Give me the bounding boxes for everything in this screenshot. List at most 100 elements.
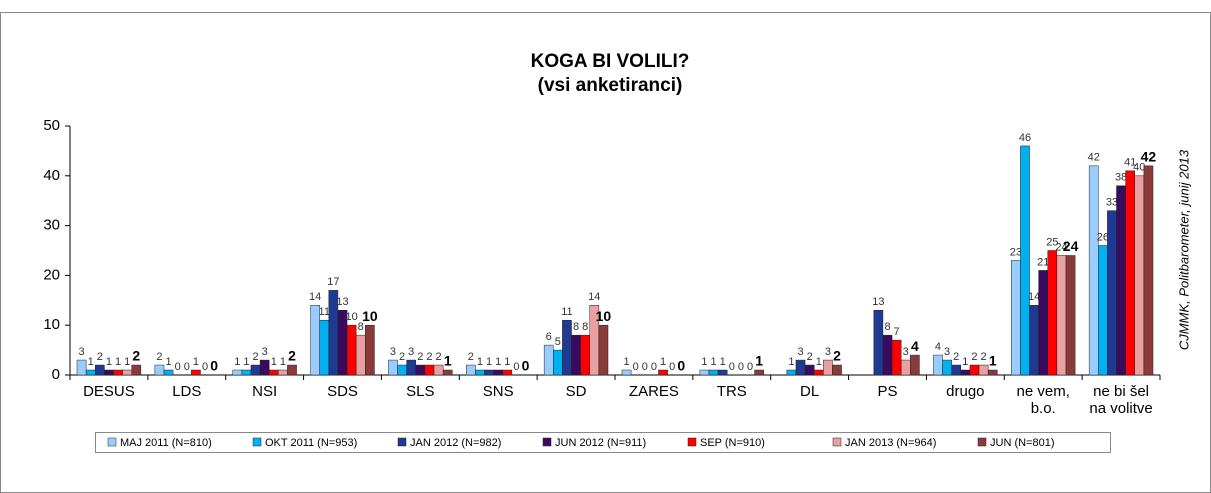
value-label: 23: [1010, 246, 1022, 258]
value-label: 0: [184, 361, 190, 373]
bar: [1125, 170, 1136, 376]
bar: [1098, 245, 1108, 376]
value-label: 21: [1037, 256, 1049, 268]
value-label: 8: [573, 321, 579, 333]
bar: [268, 369, 279, 376]
value-label: 40: [1133, 162, 1145, 174]
value-label: 3: [408, 346, 414, 358]
value-label: 1: [106, 356, 112, 368]
y-tick-label: 30: [43, 217, 60, 234]
bar: [415, 364, 426, 376]
x-tick-label: drugo: [946, 383, 984, 400]
legend-label: MAJ 2011 (N=810): [120, 437, 212, 449]
value-label: 38: [1115, 172, 1127, 184]
bar: [1088, 165, 1099, 376]
value-label: 13: [336, 296, 348, 308]
bar: [278, 369, 288, 376]
value-label: 1: [660, 356, 666, 368]
bar: [259, 359, 270, 376]
bar: [346, 324, 357, 376]
bar: [388, 359, 398, 376]
value-label: 1: [280, 356, 286, 368]
value-label: 2: [426, 351, 432, 363]
value-label: 2: [399, 351, 405, 363]
x-tick-label: DL: [800, 383, 819, 400]
value-label: 0: [747, 361, 753, 373]
x-tick-label: SNS: [483, 383, 514, 400]
bar: [621, 369, 632, 376]
bar: [978, 364, 989, 376]
bar: [104, 369, 114, 376]
value-label: 1: [271, 356, 277, 368]
bar: [355, 334, 366, 376]
legend-swatch: [397, 437, 407, 447]
x-tick-label: SLS: [406, 383, 434, 400]
y-tick-label: 10: [43, 316, 60, 333]
value-label: 14: [588, 291, 600, 303]
chart-subtitle: (vsi anketiranci): [538, 75, 683, 96]
legend-label: JAN 2013 (N=964): [845, 437, 936, 449]
bar: [1107, 210, 1117, 376]
bar: [365, 324, 375, 376]
value-label: 1: [788, 356, 794, 368]
value-label: 6: [546, 331, 552, 343]
bar: [882, 334, 893, 376]
value-label: 7: [894, 326, 900, 338]
value-label: 1: [444, 353, 452, 369]
value-label: 2: [981, 351, 987, 363]
legend-swatch: [542, 437, 552, 447]
value-label: 10: [362, 308, 378, 324]
bar: [163, 369, 174, 376]
value-label: 42: [1088, 152, 1100, 164]
value-label: 26: [1097, 231, 1109, 243]
value-label: 0: [633, 361, 639, 373]
bar: [717, 369, 728, 376]
x-tick-label: NSI: [252, 383, 277, 400]
bar: [241, 369, 252, 376]
x-tick-label: ne vem, b.o.: [1017, 383, 1070, 417]
value-label: 0: [651, 361, 657, 373]
bar: [493, 369, 504, 376]
bar: [287, 364, 297, 376]
bar: [873, 310, 884, 376]
value-label: 0: [202, 361, 208, 373]
value-label: 3: [825, 346, 831, 358]
value-label: 10: [596, 308, 612, 324]
x-tick-label: ne bi šel na volitve: [1089, 383, 1152, 417]
value-label: 1: [243, 356, 249, 368]
value-label: 0: [642, 361, 648, 373]
bar: [1134, 175, 1145, 376]
bar: [832, 364, 842, 376]
value-label: 2: [252, 351, 258, 363]
value-label: 33: [1106, 197, 1118, 209]
bar: [1011, 260, 1021, 376]
value-label: 2: [833, 348, 841, 364]
value-label: 1: [486, 356, 492, 368]
value-label: 14: [309, 291, 321, 303]
value-label: 24: [1055, 241, 1067, 253]
legend-swatch: [687, 437, 697, 447]
value-label: 8: [884, 321, 890, 333]
value-label: 0: [210, 358, 218, 374]
bar: [795, 359, 806, 376]
bar: [250, 364, 261, 376]
y-tick-label: 40: [43, 167, 60, 184]
bar: [813, 369, 824, 376]
bar: [951, 364, 962, 376]
value-label: 42: [1141, 149, 1157, 165]
value-label: 1: [495, 356, 501, 368]
bar: [466, 364, 476, 376]
value-label: 14: [1028, 291, 1040, 303]
legend-label: SEP (N=910): [700, 437, 765, 449]
value-label: 1: [624, 356, 630, 368]
value-label: 2: [971, 351, 977, 363]
bar: [571, 334, 581, 376]
bar: [658, 369, 668, 376]
value-label: 1: [477, 356, 483, 368]
value-label: 0: [677, 358, 685, 374]
bar: [910, 354, 920, 376]
legend-label: JUN 2012 (N=911): [555, 437, 646, 449]
bar: [562, 319, 572, 376]
legend-swatch: [252, 437, 262, 447]
